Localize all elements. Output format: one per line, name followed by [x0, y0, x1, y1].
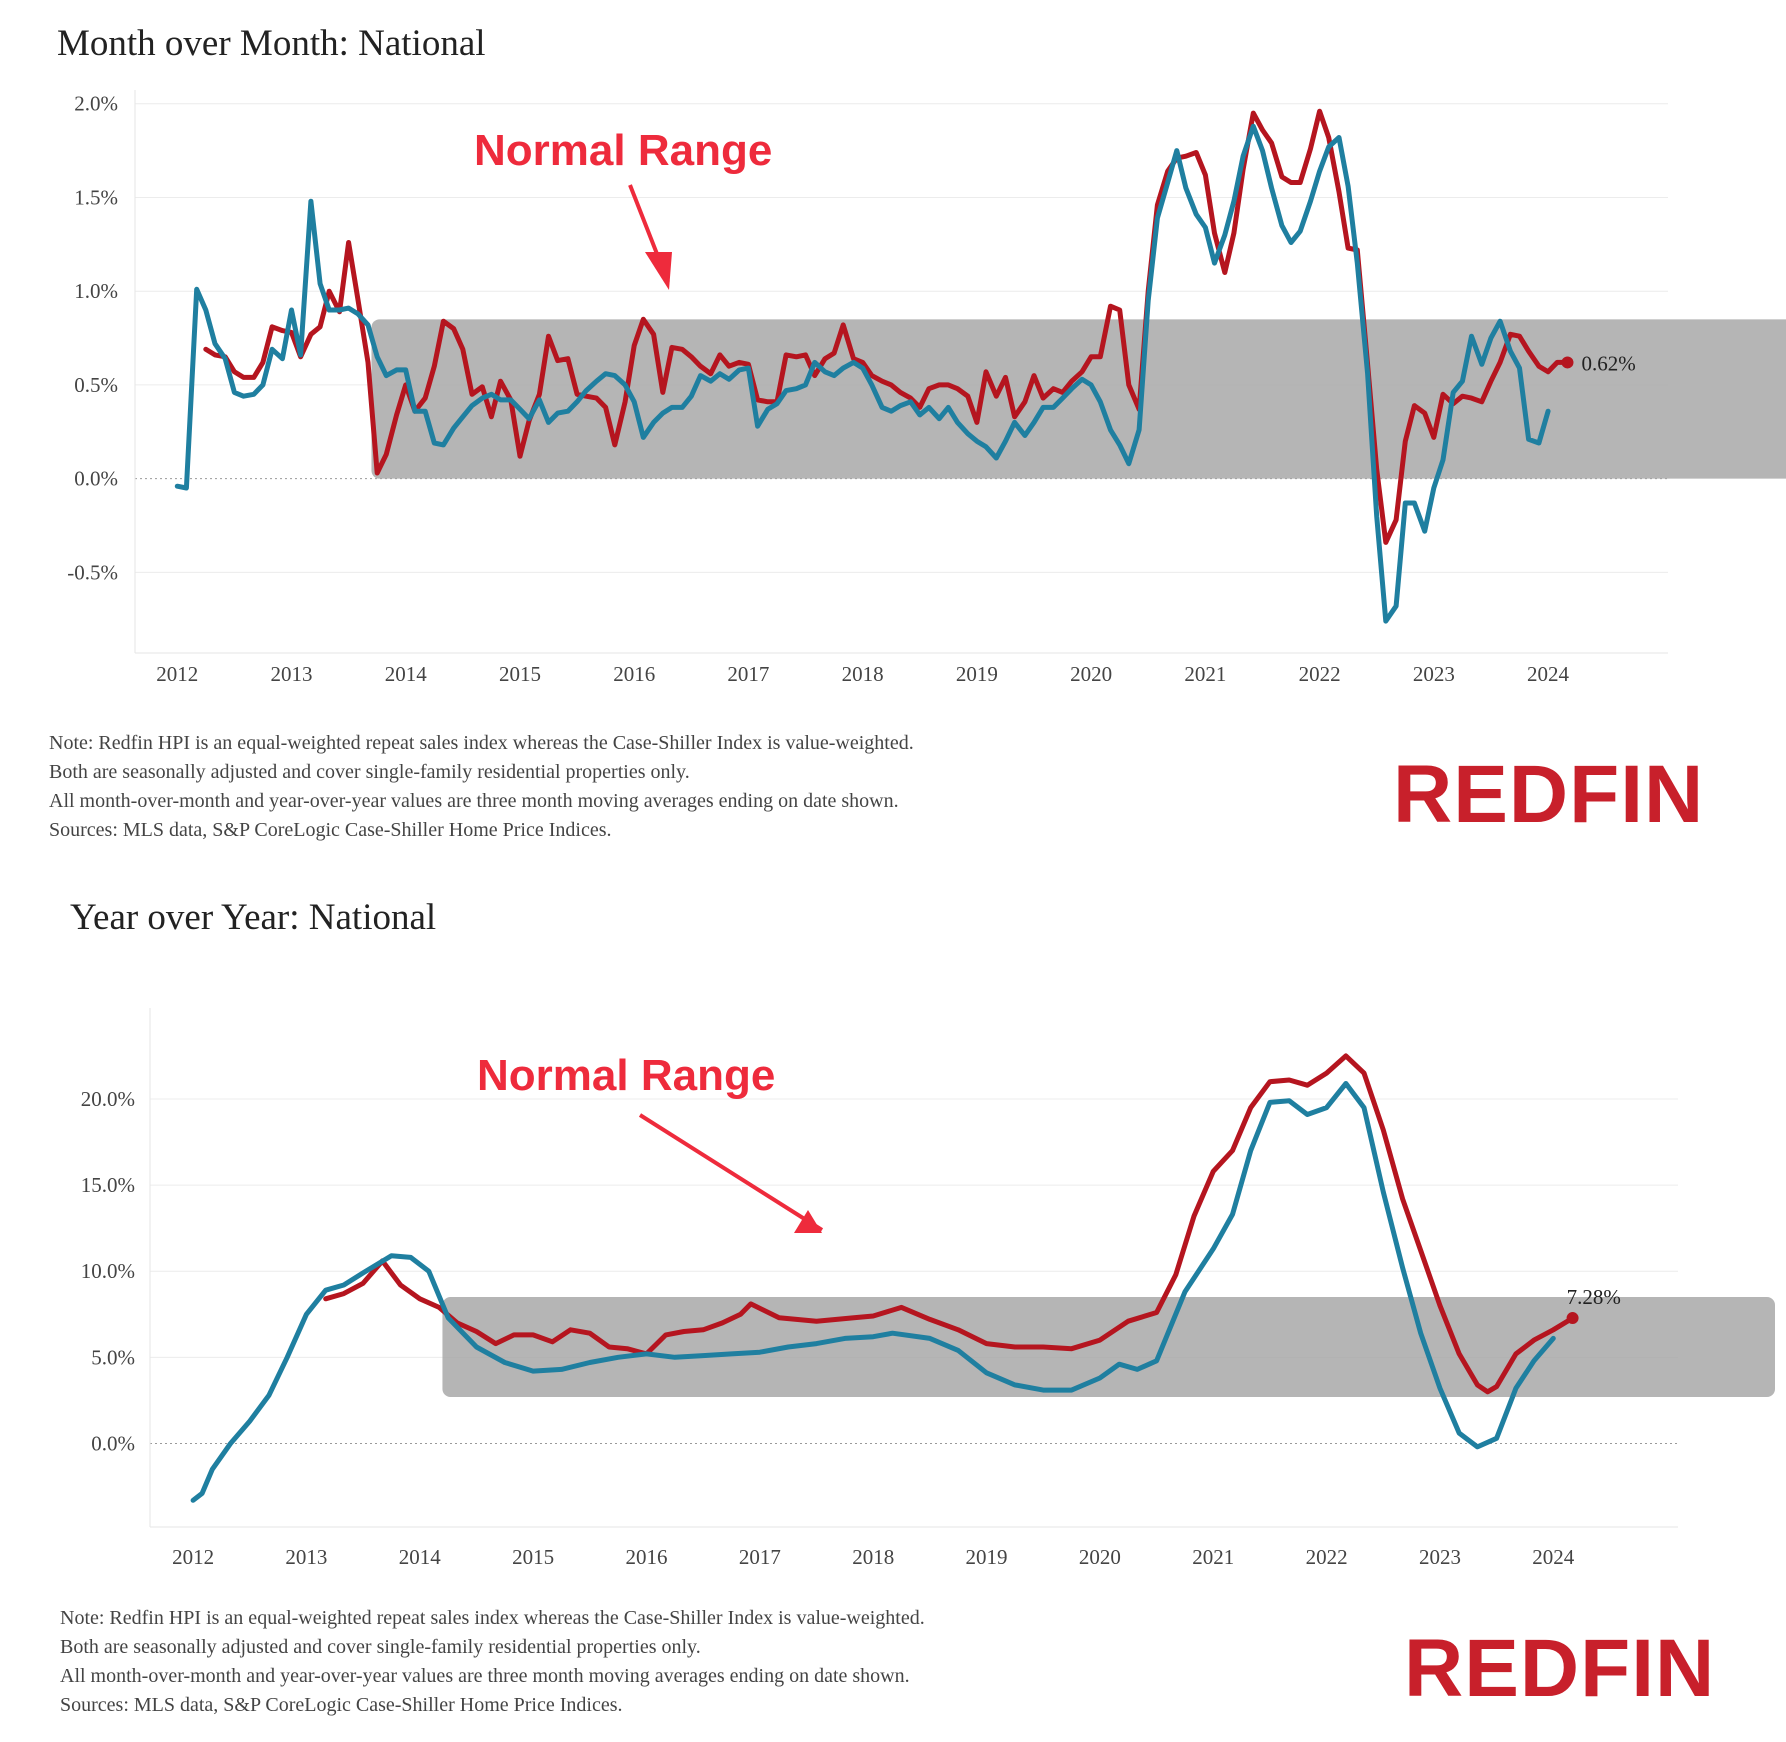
x-tick-label: 2020	[1079, 1545, 1121, 1569]
x-tick-label: 2013	[270, 662, 312, 686]
y-tick-label: 1.0%	[74, 279, 118, 303]
redfin-series-line	[203, 108, 1570, 545]
note-line: Note: Redfin HPI is an equal-weighted re…	[60, 1607, 925, 1629]
note-line: Both are seasonally adjusted and cover s…	[49, 761, 690, 783]
normal-range-annotation: Normal Range	[474, 126, 772, 175]
x-tick-label: 2018	[852, 1545, 894, 1569]
yoy-chart-panel: Year over Year: National 20.0% 15.0% 10.0%…	[0, 870, 1786, 1742]
y-tick-label: 0.0%	[74, 467, 118, 491]
redfin-logo: REDFIN	[1393, 749, 1705, 840]
y-tick-label: -0.5%	[67, 560, 118, 584]
y-tick-label: 20.0%	[81, 1087, 135, 1111]
x-tick-label: 2019	[956, 662, 998, 686]
note-line: Both are seasonally adjusted and cover s…	[60, 1636, 701, 1658]
x-tick-label: 2017	[739, 1545, 781, 1569]
annotation-arrow-line	[638, 1113, 824, 1232]
note-line: Note: Redfin HPI is an equal-weighted re…	[49, 732, 914, 754]
y-tick-label: 0.5%	[74, 373, 118, 397]
chart-title: Month over Month: National	[57, 23, 486, 64]
x-tick-label: 2021	[1184, 662, 1226, 686]
x-tick-label: 2023	[1413, 662, 1455, 686]
x-tick-label: 2013	[285, 1545, 327, 1569]
y-tick-label: 5.0%	[91, 1345, 135, 1369]
series-end-marker	[1561, 356, 1574, 369]
x-tick-label: 2018	[842, 662, 884, 686]
chart-notes: Note: Redfin HPI is an equal-weighted re…	[60, 1604, 925, 1720]
y-tick-label: 2.0%	[74, 92, 118, 116]
annotation-arrow-head	[645, 252, 672, 290]
mom-chart-panel: Month over Month: National 2.0% 1.5% 1.0% 0…	[0, 0, 1786, 870]
x-tick-label: 2022	[1299, 662, 1341, 686]
y-tick-label: 0.0%	[91, 1431, 135, 1455]
x-tick-label: 2021	[1192, 1545, 1234, 1569]
x-tick-label: 2012	[156, 662, 198, 686]
chart-title: Year over Year: National	[70, 897, 437, 938]
x-tick-label: 2022	[1306, 1545, 1348, 1569]
case-shiller-series-line	[174, 123, 1551, 624]
series-end-label: 0.62%	[1581, 351, 1635, 375]
note-line: All month-over-month and year-over-year …	[60, 1665, 910, 1687]
x-tick-label: 2016	[625, 1545, 667, 1569]
normal-range-band	[371, 319, 1786, 479]
x-tick-label: 2016	[613, 662, 655, 686]
x-tick-label: 2014	[385, 662, 428, 686]
normal-range-band	[442, 1297, 1775, 1397]
x-tick-label: 2012	[172, 1545, 214, 1569]
x-tick-label: 2019	[966, 1545, 1008, 1569]
x-tick-label: 2015	[499, 662, 541, 686]
annotation-arrow-head	[794, 1210, 822, 1233]
mom-line-chart: 2.0% 1.5% 1.0% 0.5% 0.0% -0.5% 2012 2013 2014 201…	[67, 90, 1786, 686]
x-tick-label: 2023	[1419, 1545, 1461, 1569]
redfin-logo: REDFIN	[1404, 1623, 1716, 1714]
y-tick-label: 10.0%	[81, 1259, 135, 1283]
note-line: All month-over-month and year-over-year …	[49, 790, 899, 812]
y-tick-label: 1.5%	[74, 185, 118, 209]
x-tick-label: 2014	[399, 1545, 442, 1569]
case-shiller-series-line	[190, 1081, 1556, 1503]
series-end-marker	[1566, 1312, 1579, 1325]
normal-range-annotation: Normal Range	[477, 1051, 775, 1100]
x-tick-label: 2020	[1070, 662, 1112, 686]
x-tick-label: 2024	[1527, 662, 1570, 686]
x-tick-label: 2024	[1532, 1545, 1575, 1569]
note-line: Sources: MLS data, S&P CoreLogic Case-Sh…	[49, 819, 612, 841]
x-tick-label: 2017	[727, 662, 769, 686]
yoy-line-chart: 20.0% 15.0% 10.0% 5.0% 0.0% 2012 2013 2014 2015 2…	[81, 1008, 1775, 1569]
x-tick-label: 2015	[512, 1545, 554, 1569]
chart-notes: Note: Redfin HPI is an equal-weighted re…	[49, 729, 914, 845]
redfin-series-line	[323, 1053, 1576, 1395]
note-line: Sources: MLS data, S&P CoreLogic Case-Sh…	[60, 1694, 623, 1716]
y-tick-label: 15.0%	[81, 1173, 135, 1197]
series-end-label: 7.28%	[1567, 1285, 1621, 1309]
